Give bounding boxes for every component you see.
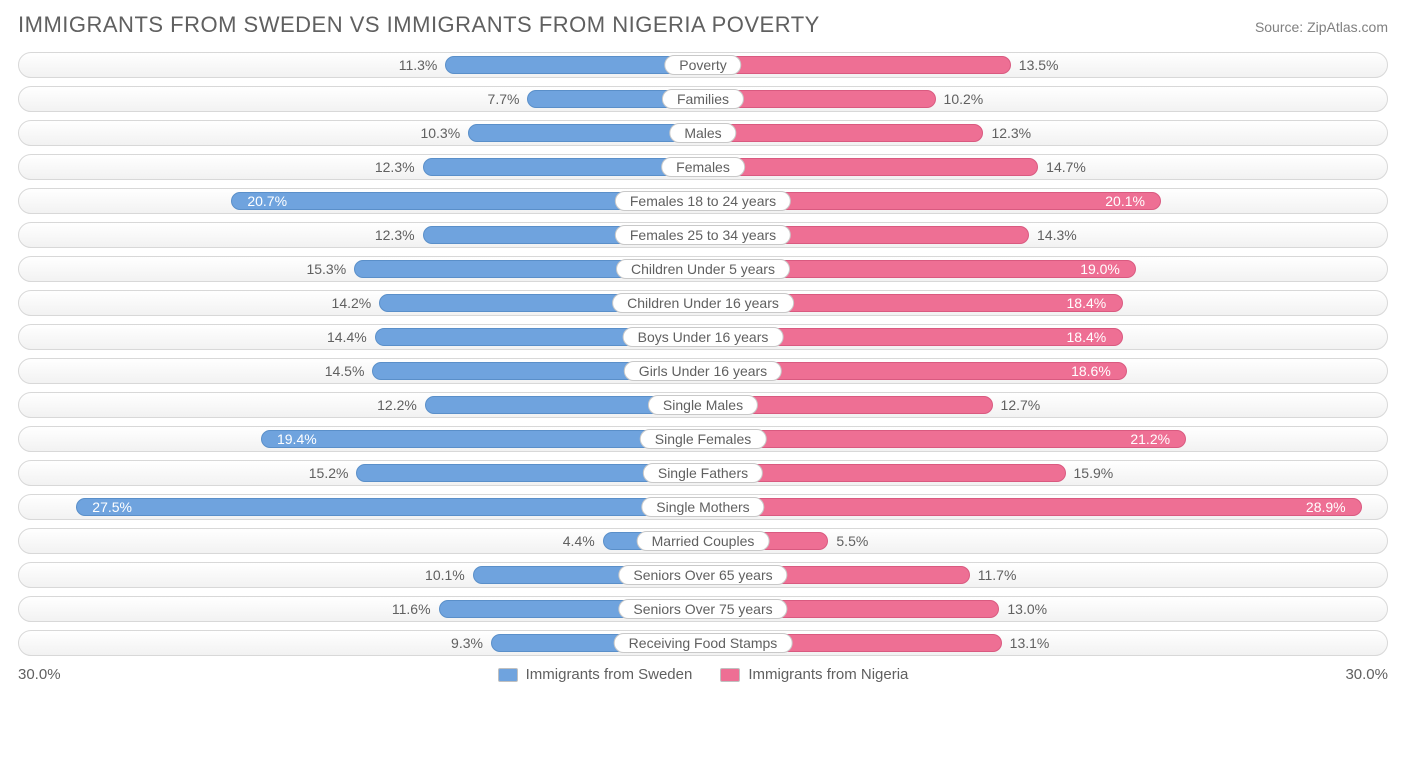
legend: Immigrants from Sweden Immigrants from N… [498, 666, 909, 683]
chart-row: 15.3% 19.0% Children Under 5 years [18, 256, 1388, 282]
category-label: Families [662, 89, 744, 109]
value-right: 14.7% [1046, 159, 1086, 175]
value-left: 14.2% [332, 295, 372, 311]
value-right: 14.3% [1037, 227, 1077, 243]
bar-right [703, 124, 983, 142]
value-left: 10.3% [420, 125, 460, 141]
legend-label-left: Immigrants from Sweden [526, 666, 693, 683]
value-right: 18.6% [1071, 363, 1111, 379]
chart-row: 12.3% 14.3% Females 25 to 34 years [18, 222, 1388, 248]
bar-left [76, 498, 703, 516]
diverging-bar-chart: 11.3%13.5%Poverty7.7%10.2%Families10.3%1… [18, 52, 1388, 656]
chart-row: 12.2% 12.7% Single Males [18, 392, 1388, 418]
value-right: 13.0% [1007, 601, 1047, 617]
chart-title: IMMIGRANTS FROM SWEDEN VS IMMIGRANTS FRO… [18, 12, 820, 38]
chart-row: 10.1% 11.7% Seniors Over 65 years [18, 562, 1388, 588]
category-label: Children Under 16 years [612, 293, 794, 313]
chart-row: 12.3% 14.7% Females [18, 154, 1388, 180]
category-label: Females 18 to 24 years [615, 191, 791, 211]
category-label: Married Couples [637, 531, 770, 551]
value-left: 12.2% [377, 397, 417, 413]
category-label: Single Males [648, 395, 758, 415]
category-label: Poverty [664, 55, 741, 75]
value-left: 10.1% [425, 567, 465, 583]
value-right: 13.5% [1019, 57, 1059, 73]
chart-row: 7.7% 10.2% Families [18, 86, 1388, 112]
value-right: 11.7% [978, 567, 1017, 583]
value-left: 19.4% [277, 431, 317, 447]
legend-label-right: Immigrants from Nigeria [748, 666, 908, 683]
chart-row: 20.7% 20.1% Females 18 to 24 years [18, 188, 1388, 214]
value-left: 15.2% [309, 465, 349, 481]
chart-row: 11.6% 13.0% Seniors Over 75 years [18, 596, 1388, 622]
value-left: 15.3% [306, 261, 346, 277]
value-right: 12.7% [1001, 397, 1041, 413]
category-label: Single Fathers [643, 463, 763, 483]
chart-row: 19.4% 21.2% Single Females [18, 426, 1388, 452]
bar-left [468, 124, 703, 142]
legend-item-right: Immigrants from Nigeria [720, 666, 908, 683]
category-label: Females 25 to 34 years [615, 225, 791, 245]
value-left: 7.7% [488, 91, 520, 107]
value-left: 9.3% [451, 635, 483, 651]
chart-row: 4.4% 5.5% Married Couples [18, 528, 1388, 554]
category-label: Seniors Over 65 years [618, 565, 787, 585]
value-left: 14.5% [325, 363, 365, 379]
value-right: 20.1% [1105, 193, 1145, 209]
bar-right [703, 498, 1362, 516]
category-label: Females [661, 157, 745, 177]
legend-swatch-right [720, 668, 740, 682]
value-right: 18.4% [1067, 295, 1107, 311]
category-label: Males [669, 123, 736, 143]
value-right: 21.2% [1130, 431, 1170, 447]
bar-right [703, 158, 1038, 176]
legend-item-left: Immigrants from Sweden [498, 666, 693, 683]
value-right: 12.3% [991, 125, 1031, 141]
bar-right [703, 56, 1011, 74]
category-label: Seniors Over 75 years [618, 599, 787, 619]
axis-max-right: 30.0% [1345, 666, 1388, 683]
legend-swatch-left [498, 668, 518, 682]
chart-row: 9.3% 13.1% Receiving Food Stamps [18, 630, 1388, 656]
chart-row: 11.3% 13.5% Poverty [18, 52, 1388, 78]
value-right: 15.9% [1074, 465, 1114, 481]
value-left: 27.5% [92, 499, 132, 515]
category-label: Boys Under 16 years [623, 327, 784, 347]
value-left: 14.4% [327, 329, 367, 345]
value-right: 28.9% [1306, 499, 1346, 515]
chart-row: 14.2% 18.4% Children Under 16 years [18, 290, 1388, 316]
value-right: 13.1% [1010, 635, 1050, 651]
value-left: 4.4% [563, 533, 595, 549]
axis-max-left: 30.0% [18, 666, 61, 683]
value-left: 12.3% [375, 159, 415, 175]
category-label: Receiving Food Stamps [614, 633, 793, 653]
value-left: 11.6% [392, 601, 431, 617]
value-right: 5.5% [836, 533, 868, 549]
chart-row: 15.2% 15.9% Single Fathers [18, 460, 1388, 486]
category-label: Single Mothers [641, 497, 764, 517]
value-left: 20.7% [247, 193, 287, 209]
value-right: 10.2% [944, 91, 984, 107]
value-right: 19.0% [1080, 261, 1120, 277]
category-label: Single Females [640, 429, 767, 449]
chart-row: 14.5% 18.6% Girls Under 16 years [18, 358, 1388, 384]
chart-source: Source: ZipAtlas.com [1255, 19, 1388, 35]
value-left: 12.3% [375, 227, 415, 243]
value-left: 11.3% [399, 57, 438, 73]
chart-row: 27.5% 28.9% Single Mothers [18, 494, 1388, 520]
category-label: Children Under 5 years [616, 259, 790, 279]
bar-right [703, 430, 1186, 448]
value-right: 18.4% [1067, 329, 1107, 345]
bar-left [261, 430, 703, 448]
category-label: Girls Under 16 years [624, 361, 782, 381]
chart-row: 10.3% 12.3% Males [18, 120, 1388, 146]
chart-row: 14.4% 18.4% Boys Under 16 years [18, 324, 1388, 350]
